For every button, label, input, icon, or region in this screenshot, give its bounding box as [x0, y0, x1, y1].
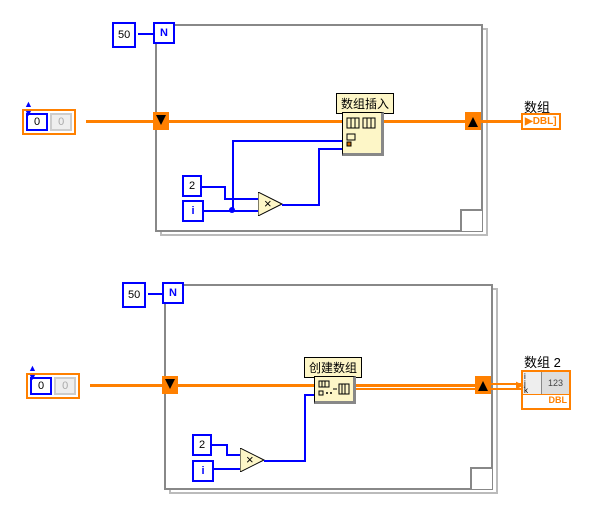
wire-mult-to-build-h-2 — [264, 460, 304, 462]
for-loop-2-fold — [470, 467, 492, 489]
for-loop-2-i-symbol: i — [201, 465, 204, 477]
wire-insert-to-shift-1 — [379, 120, 465, 123]
wire-mult-to-insert-h2-1 — [318, 148, 342, 150]
wire-two-to-mult-h2-2 — [226, 454, 240, 456]
constant-two-2[interactable]: 2 — [192, 434, 212, 456]
loop1-count-value: 50 — [118, 29, 130, 41]
wire-out-1 — [481, 120, 521, 123]
wire-arrconst-to-shift-left-2 — [90, 384, 162, 387]
wire-mult-to-build-h2-2 — [304, 394, 314, 396]
insert-array-node-label-text: 数组插入 — [341, 97, 389, 111]
for-loop-2-N-symbol: N — [169, 287, 177, 299]
wire-two-to-mult-v-1 — [224, 186, 226, 198]
wire-i-branch-v-1 — [232, 140, 234, 210]
build-array-node — [314, 376, 356, 404]
constant-two-1-value: 2 — [189, 180, 195, 192]
junction-dot-1 — [229, 207, 235, 213]
wire-i-to-mult-2 — [214, 468, 240, 470]
constant-two-2-value: 2 — [199, 439, 205, 451]
loop2-count-value: 50 — [128, 289, 140, 301]
wire-mult-to-insert-v-1 — [318, 148, 320, 206]
wire-two-to-mult-h2-1 — [224, 198, 258, 200]
output-2-type-dbl: DBL — [523, 395, 569, 405]
for-loop-1-i-terminal: i — [182, 200, 204, 222]
output-2-label: 数组 2 — [524, 352, 561, 371]
wire-build-to-shift-2b — [352, 388, 475, 390]
for-loop-1-fold — [460, 209, 482, 231]
output-1-indicator[interactable]: ▶ DBL] — [521, 113, 561, 130]
constant-two-1[interactable]: 2 — [182, 175, 202, 197]
shift-register-right-1 — [465, 112, 481, 130]
shift-register-left-1 — [153, 112, 169, 130]
wire-i-branch-h-1 — [232, 140, 342, 142]
wire-mult-to-build-v-2 — [304, 394, 306, 462]
for-loop-1-i-symbol: i — [191, 205, 194, 217]
array-constant-1-spinner[interactable]: ▲▼ — [24, 100, 33, 118]
build-array-node-label: 创建数组 — [304, 357, 362, 378]
wire-two-to-mult-h-1 — [202, 186, 224, 188]
wire-count-to-N-1 — [138, 33, 154, 35]
shift-register-right-2 — [475, 376, 491, 394]
insert-array-node-label: 数组插入 — [336, 93, 394, 114]
shift-register-left-2 — [162, 376, 178, 394]
wire-two-to-mult-v-2 — [226, 444, 228, 454]
wire-shift-to-build-2 — [178, 384, 314, 387]
wire-mult-to-insert-h-1 — [282, 204, 318, 206]
for-loop-1-N-symbol: N — [160, 27, 168, 39]
for-loop-2-N-terminal: N — [162, 282, 184, 304]
output-2-indicator[interactable]: i j k 123 DBL — [521, 370, 571, 410]
labview-block-diagram: 50 N 0 0 ▲▼ 数组插入 — [0, 0, 604, 511]
array-constant-2-spinner[interactable]: ▲▼ — [28, 364, 37, 382]
loop1-count-constant[interactable]: 50 — [112, 22, 136, 48]
output-2-cell: 123 — [542, 372, 569, 394]
indicator-2-arrow-icon: ▶ — [516, 380, 524, 391]
insert-array-node — [342, 112, 384, 156]
build-array-node-label-text: 创建数组 — [309, 361, 357, 375]
wire-two-to-mult-h-2 — [212, 444, 226, 446]
array-constant-1-elem: 0 — [58, 116, 64, 128]
for-loop-2-i-terminal: i — [192, 460, 214, 482]
wire-shift-to-insert-1 — [169, 120, 342, 123]
wire-arrconst-to-shift-left-1 — [86, 120, 154, 123]
indicator-1-arrow-icon: ▶ — [525, 116, 533, 127]
for-loop-1-N-terminal: N — [153, 22, 175, 44]
array-constant-2-index: 0 — [38, 380, 44, 392]
output-2-dim-labels: i j k — [523, 372, 542, 394]
svg-text:×: × — [246, 452, 254, 467]
wire-build-to-shift-2a — [352, 384, 475, 387]
array-constant-2-elem: 0 — [62, 380, 68, 392]
svg-text:×: × — [264, 196, 272, 211]
output-1-type: DBL] — [533, 116, 557, 127]
array-constant-1-index: 0 — [34, 116, 40, 128]
loop2-count-constant[interactable]: 50 — [122, 282, 146, 308]
